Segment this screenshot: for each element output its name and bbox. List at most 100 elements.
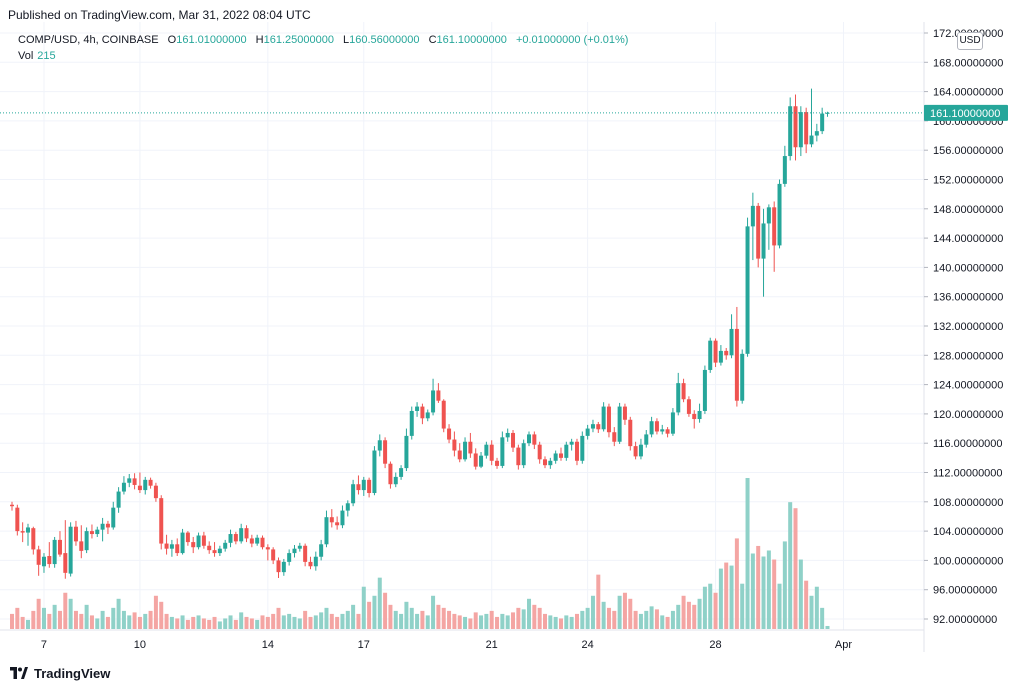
volume-bar (79, 613, 84, 629)
candle (804, 107, 809, 154)
volume-bar (324, 607, 329, 629)
volume-bar (228, 615, 233, 629)
volume-bar (617, 595, 622, 629)
candle (724, 347, 729, 360)
candle (31, 526, 36, 555)
price-tick-label: 136.00000000 (933, 292, 1003, 304)
candle-body (217, 548, 222, 554)
volume-bar (20, 616, 25, 629)
volume-bar (404, 601, 409, 629)
candle-body (692, 413, 697, 420)
volume-bar (457, 615, 462, 629)
candle (425, 409, 430, 422)
volume-bar (159, 601, 164, 629)
candle-body (324, 517, 329, 545)
candle (564, 441, 569, 461)
volume-bar (681, 595, 686, 629)
candle-body (788, 106, 793, 157)
volume-bar (692, 604, 697, 629)
candle-body (564, 444, 569, 458)
candle (180, 528, 185, 555)
symbol-info[interactable]: COMP/USD, 4h, COINBASE (18, 34, 159, 46)
candle-body (718, 350, 723, 363)
volume-bar (537, 607, 542, 629)
candle-body (745, 226, 750, 354)
volume-bar (745, 478, 750, 629)
candle (553, 450, 558, 464)
candle-body (84, 531, 89, 551)
candle (127, 473, 132, 488)
candle (340, 505, 345, 529)
candle-body (233, 534, 238, 542)
candle-body (516, 447, 521, 466)
candle-body (793, 106, 798, 148)
candle-body (660, 429, 665, 432)
time-tick-label: 21 (486, 639, 498, 651)
currency-button[interactable]: USD (957, 32, 983, 50)
price-tick-label: 116.00000000 (933, 438, 1003, 450)
candle-body (164, 543, 169, 549)
candle (638, 438, 643, 460)
candle-body (143, 479, 148, 491)
candle (249, 534, 254, 548)
volume-bar (137, 616, 142, 629)
volume-bar (670, 610, 675, 629)
candle (159, 495, 164, 550)
time-tick-label: 14 (262, 639, 274, 651)
volume-bar (814, 586, 819, 629)
time-axis[interactable]: 7 10 14 17 21 24 28 Apr (41, 639, 852, 651)
candle (191, 536, 196, 554)
tradingview-logo[interactable]: TradingView (10, 664, 110, 682)
candle-body (319, 544, 324, 557)
candle-body (79, 541, 84, 551)
volume-bar (239, 612, 244, 629)
candle (132, 473, 137, 490)
volume-bar (638, 613, 643, 629)
candle (164, 534, 169, 555)
volume-bar (68, 598, 73, 629)
candle-body (558, 453, 563, 458)
volume-bar (511, 612, 516, 629)
candle-body (766, 207, 771, 224)
price-tick-label: 140.00000000 (933, 262, 1003, 274)
volume-legend[interactable]: Vol 215 (18, 50, 56, 62)
candle-body (383, 440, 388, 464)
candle (148, 477, 153, 489)
volume-bar (782, 541, 787, 629)
candle-body (740, 353, 745, 401)
volume-bar (143, 613, 148, 629)
volume-bar (47, 613, 52, 629)
candle-body (804, 112, 809, 145)
volume-bar (335, 616, 340, 629)
volume-bar (601, 601, 606, 629)
volume-bar (532, 604, 537, 629)
volume-bar (383, 592, 388, 629)
volume-bar (361, 586, 366, 629)
candle (89, 524, 94, 539)
candle-body (532, 434, 537, 445)
volume-bar (127, 615, 132, 629)
candle-body (68, 526, 73, 574)
candles (10, 88, 830, 579)
price-tick-label: 92.00000000 (933, 614, 997, 626)
volume-bar (793, 508, 798, 629)
candle (665, 427, 670, 438)
candle-body (633, 446, 638, 457)
volume-bar (425, 615, 430, 629)
candle-body (159, 498, 164, 544)
candle-body (447, 428, 452, 440)
volume-label: Vol (18, 50, 34, 62)
price-tick-label: 164.00000000 (933, 87, 1003, 99)
candle (718, 345, 723, 366)
candle-body (153, 485, 158, 499)
volume-bar (761, 556, 766, 629)
symbol-legend[interactable]: COMP/USD, 4h, COINBASE O161.01000000 H16… (18, 34, 628, 46)
volume-bar (612, 610, 617, 629)
candle-body (265, 547, 270, 550)
candle (15, 504, 20, 536)
candle-body (724, 350, 729, 356)
price-axis[interactable]: 172.00000000168.00000000164.00000000160.… (924, 28, 1003, 626)
candle (143, 476, 148, 495)
candle-body (271, 549, 276, 561)
